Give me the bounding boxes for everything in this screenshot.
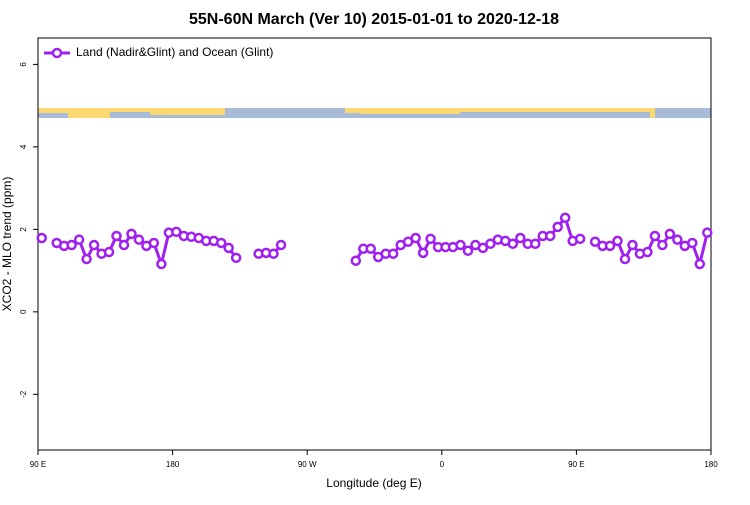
plot-frame xyxy=(37,37,712,451)
data-point xyxy=(589,236,601,247)
data-point xyxy=(649,230,661,242)
data-point xyxy=(664,228,676,240)
x-tick-label: 180 xyxy=(166,460,180,469)
y-tick-label: -2 xyxy=(19,390,28,398)
data-point xyxy=(574,233,586,245)
data-point xyxy=(148,237,160,249)
data-point xyxy=(544,230,556,242)
data-point xyxy=(103,246,115,258)
data-point xyxy=(462,245,474,257)
data-point xyxy=(612,235,623,247)
data-point xyxy=(559,212,571,224)
data-point xyxy=(687,237,698,249)
data-point xyxy=(88,239,100,251)
data-point xyxy=(694,258,706,270)
data-point xyxy=(66,239,77,251)
data-point xyxy=(350,255,362,266)
x-tick-label: 90 W xyxy=(298,460,317,469)
data-point xyxy=(171,226,182,238)
data-point xyxy=(111,230,122,242)
x-tick-label: 180 xyxy=(704,460,718,469)
data-point xyxy=(275,239,287,251)
data-point xyxy=(36,232,47,244)
x-tick-label: 0 xyxy=(440,460,445,469)
data-point xyxy=(485,238,496,250)
data-point xyxy=(702,227,713,238)
data-point xyxy=(118,239,130,251)
data-point xyxy=(455,239,466,251)
data-point xyxy=(425,233,436,245)
data-point xyxy=(126,228,137,240)
data-point xyxy=(530,238,541,250)
chart-title: 55N-60N March (Ver 10) 2015-01-01 to 202… xyxy=(189,11,559,28)
data-point xyxy=(507,238,519,250)
y-tick-label: 0 xyxy=(19,309,28,314)
legend-marker xyxy=(51,47,63,59)
x-tick-label: 90 E xyxy=(568,460,584,469)
y-axis-label: XCO2 - MLO trend (ppm) xyxy=(0,177,14,312)
data-point xyxy=(215,237,227,249)
data-point xyxy=(619,253,631,265)
data-point xyxy=(133,234,145,245)
data-point xyxy=(477,242,489,254)
data-point xyxy=(268,248,279,259)
y-tick-label: 4 xyxy=(19,144,28,149)
data-point xyxy=(657,239,668,251)
data-point xyxy=(627,239,638,251)
data-point xyxy=(230,252,242,264)
x-axis-label: Longitude (deg E) xyxy=(326,476,421,490)
data-point xyxy=(642,246,653,258)
land-ocean-band xyxy=(38,108,711,118)
y-tick-label: 6 xyxy=(19,62,28,67)
x-tick-label: 90 E xyxy=(30,460,46,469)
legend-label: Land (Nadir&Glint) and Ocean (Glint) xyxy=(76,45,273,59)
data-point xyxy=(515,232,526,244)
y-tick-label: 2 xyxy=(19,227,28,232)
data-point xyxy=(410,232,421,244)
data-point xyxy=(672,234,683,245)
data-point xyxy=(223,242,234,254)
data-point xyxy=(73,234,85,245)
data-point xyxy=(156,258,167,270)
data-point xyxy=(81,253,92,265)
data-point xyxy=(604,240,616,252)
data-point xyxy=(387,248,399,259)
data-point xyxy=(417,247,429,259)
data-point xyxy=(552,221,563,233)
data-point xyxy=(365,243,377,254)
